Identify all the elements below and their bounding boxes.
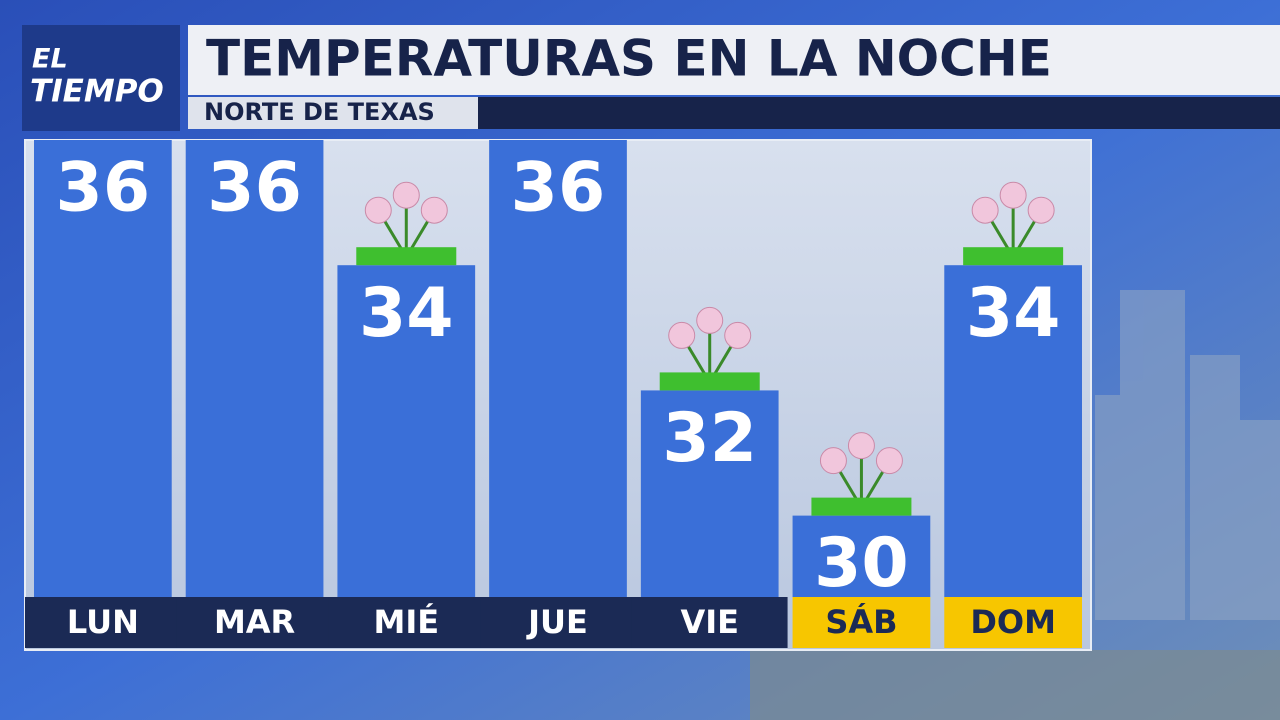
x-tick-label: JUE [526, 603, 588, 641]
bar [489, 140, 627, 597]
bar [640, 390, 779, 597]
day-label-box [25, 597, 181, 648]
x-tick-label: DOM [970, 603, 1056, 641]
day-label-box [328, 597, 485, 648]
value-label: 36 [511, 149, 606, 228]
day-label-box [944, 597, 1082, 648]
petal [819, 447, 847, 475]
petal [696, 306, 724, 334]
chart-title: TEMPERATURAS EN LA NOCHE [206, 30, 1052, 88]
x-tick-label: MIÉ [373, 603, 439, 641]
bar [944, 265, 1082, 597]
subtitle-box [188, 97, 478, 129]
bar [337, 265, 476, 597]
flower-decoration [356, 181, 457, 266]
petal [971, 196, 999, 224]
value-label: 32 [662, 399, 757, 478]
x-tick-label: MAR [214, 603, 295, 641]
x-tick-label: LUN [67, 603, 139, 641]
day-label-box [631, 597, 788, 648]
flower-decoration [659, 306, 760, 391]
logo-text: TIEMPO [30, 74, 164, 110]
grass [811, 497, 912, 516]
bar [34, 140, 172, 597]
logo-text: EL [32, 44, 68, 75]
logo-box [22, 25, 180, 131]
value-label: 30 [814, 524, 909, 603]
petal [999, 181, 1027, 209]
value-label: 34 [966, 274, 1061, 353]
petal [364, 196, 392, 224]
value-label: 36 [207, 149, 302, 228]
petal [1027, 196, 1055, 224]
petal [847, 432, 875, 460]
skyline [1095, 290, 1280, 620]
title-bar [188, 25, 1280, 95]
petal [724, 321, 752, 349]
petal [420, 196, 448, 224]
flower-decoration [811, 432, 912, 516]
x-tick-label: SÁB [825, 603, 897, 641]
day-label-box [176, 597, 333, 648]
ground [750, 650, 1280, 720]
grass [356, 247, 457, 266]
petal [668, 321, 696, 349]
petal [392, 181, 420, 209]
bar [185, 140, 324, 597]
petal [875, 447, 903, 475]
grass [963, 247, 1064, 266]
flower-decoration [963, 181, 1064, 266]
day-label-box [480, 597, 636, 648]
value-label: 34 [359, 274, 454, 353]
subtitle: NORTE DE TEXAS [204, 98, 435, 126]
day-label-box [792, 597, 931, 648]
bar [792, 515, 931, 597]
x-tick-label: VIE [680, 603, 739, 641]
grass [659, 372, 760, 391]
value-label: 36 [56, 149, 151, 228]
